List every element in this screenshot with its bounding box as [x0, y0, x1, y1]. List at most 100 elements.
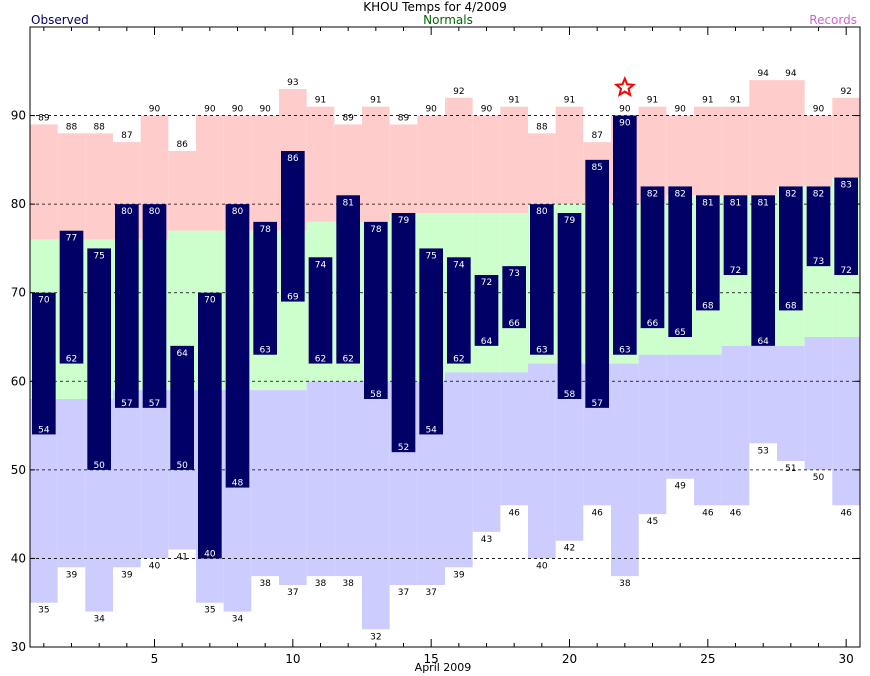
observed-high-label: 77	[66, 234, 77, 244]
observed-bar	[474, 275, 499, 346]
observed-high-label: 81	[702, 198, 713, 208]
record-high-label: 89	[398, 113, 410, 123]
record-high-band	[85, 133, 113, 240]
observed-high-label: 80	[232, 207, 244, 217]
observed-bar	[530, 204, 554, 355]
record-high-label: 94	[785, 69, 797, 79]
observed-high-label: 79	[564, 216, 576, 226]
y-tick-label: 60	[11, 374, 26, 388]
record-low-band	[832, 337, 860, 506]
observed-bar	[364, 221, 388, 399]
observed-high-label: 82	[674, 189, 685, 199]
record-high-label: 90	[674, 105, 686, 115]
record-low-label: 37	[425, 588, 436, 598]
record-low-band	[749, 345, 777, 444]
record-high-band	[472, 115, 501, 213]
observed-bars	[32, 115, 858, 559]
record-high-band	[749, 80, 777, 196]
record-low-band	[721, 345, 750, 506]
record-low-label: 35	[204, 606, 215, 616]
observed-low-label: 62	[342, 355, 353, 365]
observed-high-label: 81	[730, 198, 741, 208]
observed-high-label: 75	[425, 251, 436, 261]
observed-bar	[834, 177, 858, 275]
observed-bar	[142, 204, 167, 408]
record-high-band	[777, 80, 805, 187]
observed-bar	[806, 186, 831, 267]
record-high-band	[832, 97, 860, 178]
record-low-label: 46	[702, 508, 714, 518]
observed-low-label: 58	[564, 390, 576, 400]
observed-bar	[723, 195, 748, 275]
observed-high-label: 83	[840, 181, 851, 191]
record-low-band	[500, 372, 528, 506]
observed-high-label: 80	[149, 207, 161, 217]
observed-low-label: 63	[536, 346, 547, 356]
y-tick-label: 70	[11, 286, 26, 300]
record-high-label: 90	[813, 105, 825, 115]
observed-low-label: 68	[785, 301, 797, 311]
observed-high-label: 78	[370, 225, 382, 235]
observed-low-label: 68	[702, 301, 714, 311]
record-high-band	[196, 115, 224, 231]
record-high-band	[306, 106, 335, 222]
observed-bar	[308, 257, 333, 364]
record-low-label: 39	[66, 570, 78, 580]
observed-bar	[225, 204, 250, 488]
record-low-label: 38	[619, 579, 631, 589]
observed-low-label: 58	[370, 390, 382, 400]
observed-bar	[585, 159, 609, 408]
observed-bar	[779, 186, 803, 311]
record-low-band	[113, 390, 141, 568]
grid-lines	[30, 115, 860, 559]
record-high-label: 92	[453, 87, 464, 97]
record-high-band	[555, 106, 584, 205]
observed-bar	[391, 213, 416, 453]
observed-low-label: 65	[674, 328, 685, 338]
record-low-label: 32	[370, 632, 381, 642]
record-high-label: 90	[232, 105, 244, 115]
record-high-band	[251, 115, 279, 231]
y-tick-label: 90	[11, 109, 26, 123]
observed-low-label: 54	[38, 425, 50, 435]
record-high-band	[528, 133, 556, 205]
observed-low-label: 69	[287, 293, 299, 303]
observed-bar	[557, 213, 582, 399]
record-high-label: 89	[38, 113, 50, 123]
record-low-band	[362, 381, 390, 630]
observed-low-label: 40	[204, 549, 216, 559]
observed-bar	[59, 230, 84, 364]
observed-bar	[668, 186, 692, 337]
record-low-label: 53	[757, 446, 768, 456]
record-high-label: 91	[564, 96, 575, 106]
observed-low-label: 62	[66, 355, 77, 365]
observed-low-label: 72	[730, 266, 741, 276]
record-low-label: 40	[536, 561, 548, 571]
record-low-label: 38	[342, 579, 354, 589]
observed-low-label: 57	[121, 399, 132, 409]
record-high-label: 87	[591, 131, 602, 141]
observed-low-label: 64	[481, 337, 493, 347]
observed-low-label: 52	[398, 443, 409, 453]
observed-high-label: 82	[813, 189, 824, 199]
observed-low-label: 54	[425, 425, 437, 435]
record-low-label: 41	[176, 553, 187, 563]
record-high-label: 90	[619, 105, 631, 115]
observed-high-label: 86	[287, 154, 299, 164]
record-high-label: 88	[93, 122, 105, 132]
record-high-band	[500, 106, 528, 213]
record-high-label: 91	[702, 96, 713, 106]
observed-high-label: 70	[38, 296, 50, 306]
record-high-label: 90	[425, 105, 437, 115]
observed-high-label: 64	[176, 349, 188, 359]
observed-high-label: 75	[93, 251, 104, 261]
observed-high-label: 70	[204, 296, 216, 306]
record-high-label: 90	[204, 105, 216, 115]
record-low-label: 46	[508, 508, 520, 518]
observed-high-label: 82	[785, 189, 796, 199]
record-high-band	[57, 133, 86, 240]
record-low-label: 38	[259, 579, 271, 589]
y-tick-label: 40	[11, 551, 26, 565]
record-low-band	[57, 399, 86, 568]
